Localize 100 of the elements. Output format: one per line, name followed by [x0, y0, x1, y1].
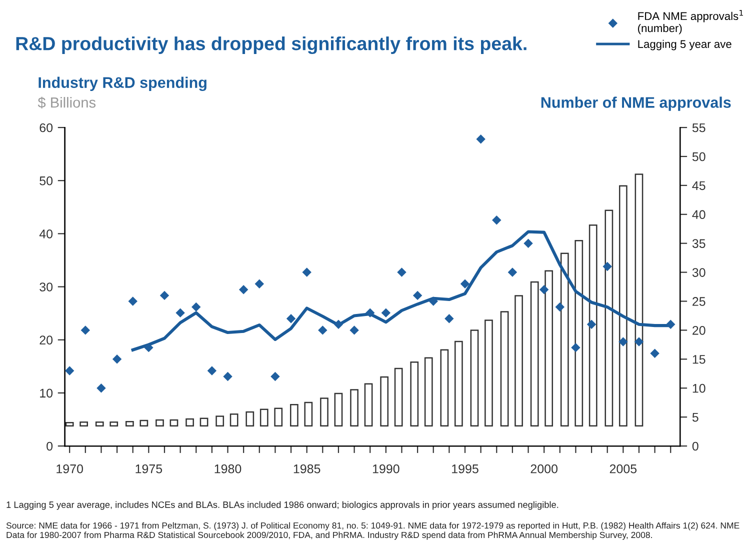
point — [350, 326, 359, 335]
bar — [216, 416, 224, 426]
point — [207, 366, 217, 376]
point — [96, 384, 106, 393]
x-tick-label: 1990 — [372, 464, 400, 474]
point — [428, 296, 438, 306]
y2-tick-label: 15 — [692, 355, 706, 364]
chart-title: R&D productivity has dropped significantly from its peak. — [16, 36, 526, 54]
bar — [410, 362, 419, 426]
point — [555, 302, 565, 312]
bar — [80, 422, 88, 426]
bar — [440, 349, 449, 426]
bar — [394, 368, 403, 426]
bar — [126, 420, 134, 426]
bar — [304, 402, 313, 426]
source-note: Source: NME data for 1966 - 1971 from Peltzman, S. (1973) J. of Political Economy 81, no. 5: 1049-91. NME data for 1972-1979 as reported in Hutt, P.B. (1982) Health Affairs 1(2) 624. NME Data for 1980-2007 from Pharma R&D Statistical Sourcebook 2009/2010, FDA, and PhRMA. Industry R&D spend data from PhRMA Annual Membership Survey, 2008. — [6, 522, 740, 540]
point — [397, 268, 406, 277]
point — [64, 366, 74, 376]
bar — [500, 311, 509, 426]
y-tick-label: 60 — [40, 123, 53, 132]
bar — [350, 389, 358, 426]
bar — [560, 252, 569, 426]
y2-tick-label: 55 — [692, 123, 706, 132]
bar — [334, 392, 343, 426]
point — [586, 320, 596, 330]
y-axis-title: Industry R&D spending — [38, 76, 206, 92]
bar — [424, 357, 433, 426]
bar — [470, 330, 479, 426]
point — [602, 262, 612, 272]
text: FDA NME approvals$^{1}$ (number) — [638, 10, 743, 34]
bar — [634, 174, 644, 426]
y-tick-label: 50 — [40, 176, 53, 186]
text: 1 Lagging 5 year average, includes NCEs and BLAs. BLAs included 1986 onward; biologics approvals in prior years assumed negligible. — [6, 501, 558, 510]
bar — [170, 419, 178, 426]
point — [302, 268, 312, 277]
point — [539, 285, 549, 294]
point — [366, 308, 375, 318]
point — [80, 326, 90, 335]
bar — [514, 295, 523, 426]
point — [128, 296, 138, 306]
chart-subtitle: $ Billions — [38, 96, 96, 109]
bar — [484, 320, 493, 426]
point — [270, 372, 280, 382]
point — [412, 290, 422, 300]
point — [381, 308, 391, 318]
point — [634, 337, 644, 346]
point — [508, 268, 518, 277]
y-tick-label: 10 — [40, 388, 53, 398]
point — [318, 326, 328, 335]
point — [666, 320, 676, 330]
bar — [200, 418, 208, 426]
x-tick-label: 2005 — [610, 464, 637, 474]
y2-tick-label: 0 — [692, 442, 698, 451]
legend-label: Lagging 5 year ave — [638, 40, 732, 50]
point — [238, 285, 248, 294]
y2-tick-label: 50 — [692, 152, 706, 162]
point — [618, 337, 628, 346]
y2-axis-title: Number of NME approvals — [541, 96, 731, 111]
bar — [246, 411, 254, 426]
y2-tick-label: 30 — [692, 268, 706, 277]
point — [160, 290, 170, 300]
y2-tick-label: 10 — [692, 384, 706, 393]
bar — [380, 376, 389, 426]
point — [334, 320, 344, 330]
point — [650, 348, 660, 358]
bar — [186, 418, 194, 426]
point — [144, 342, 154, 352]
point — [476, 134, 486, 144]
point — [492, 216, 502, 225]
y-tick-label: 20 — [40, 336, 53, 344]
bar — [618, 185, 628, 426]
bar — [454, 340, 463, 426]
bar — [274, 408, 283, 426]
y2-tick-label: 25 — [692, 297, 706, 306]
x-tick-label: 1985 — [294, 464, 320, 474]
y-tick-label: 0 — [46, 442, 53, 451]
bar — [574, 240, 584, 426]
bar — [230, 414, 238, 426]
bar — [544, 270, 554, 426]
y-tick-label: 40 — [39, 229, 53, 238]
point — [176, 308, 185, 318]
x-tick-label: 2000 — [530, 464, 558, 474]
bar — [364, 383, 373, 426]
point — [286, 314, 296, 324]
y2-tick-label: 20 — [692, 326, 706, 335]
bar — [65, 422, 74, 426]
bar — [604, 210, 614, 426]
bar — [290, 404, 298, 426]
x-tick-label: 1980 — [214, 464, 242, 474]
x-tick-label: 1995 — [452, 464, 478, 474]
x-tick-label: 1975 — [136, 464, 162, 474]
bar — [110, 422, 118, 426]
y2-tick-label: 35 — [692, 239, 706, 248]
y-tick-label: 30 — [40, 282, 53, 292]
bar — [95, 422, 104, 426]
bar — [588, 224, 598, 426]
bar — [320, 398, 328, 426]
y2-tick-label: 40 — [692, 210, 706, 220]
point — [223, 372, 232, 382]
bar — [530, 281, 539, 426]
